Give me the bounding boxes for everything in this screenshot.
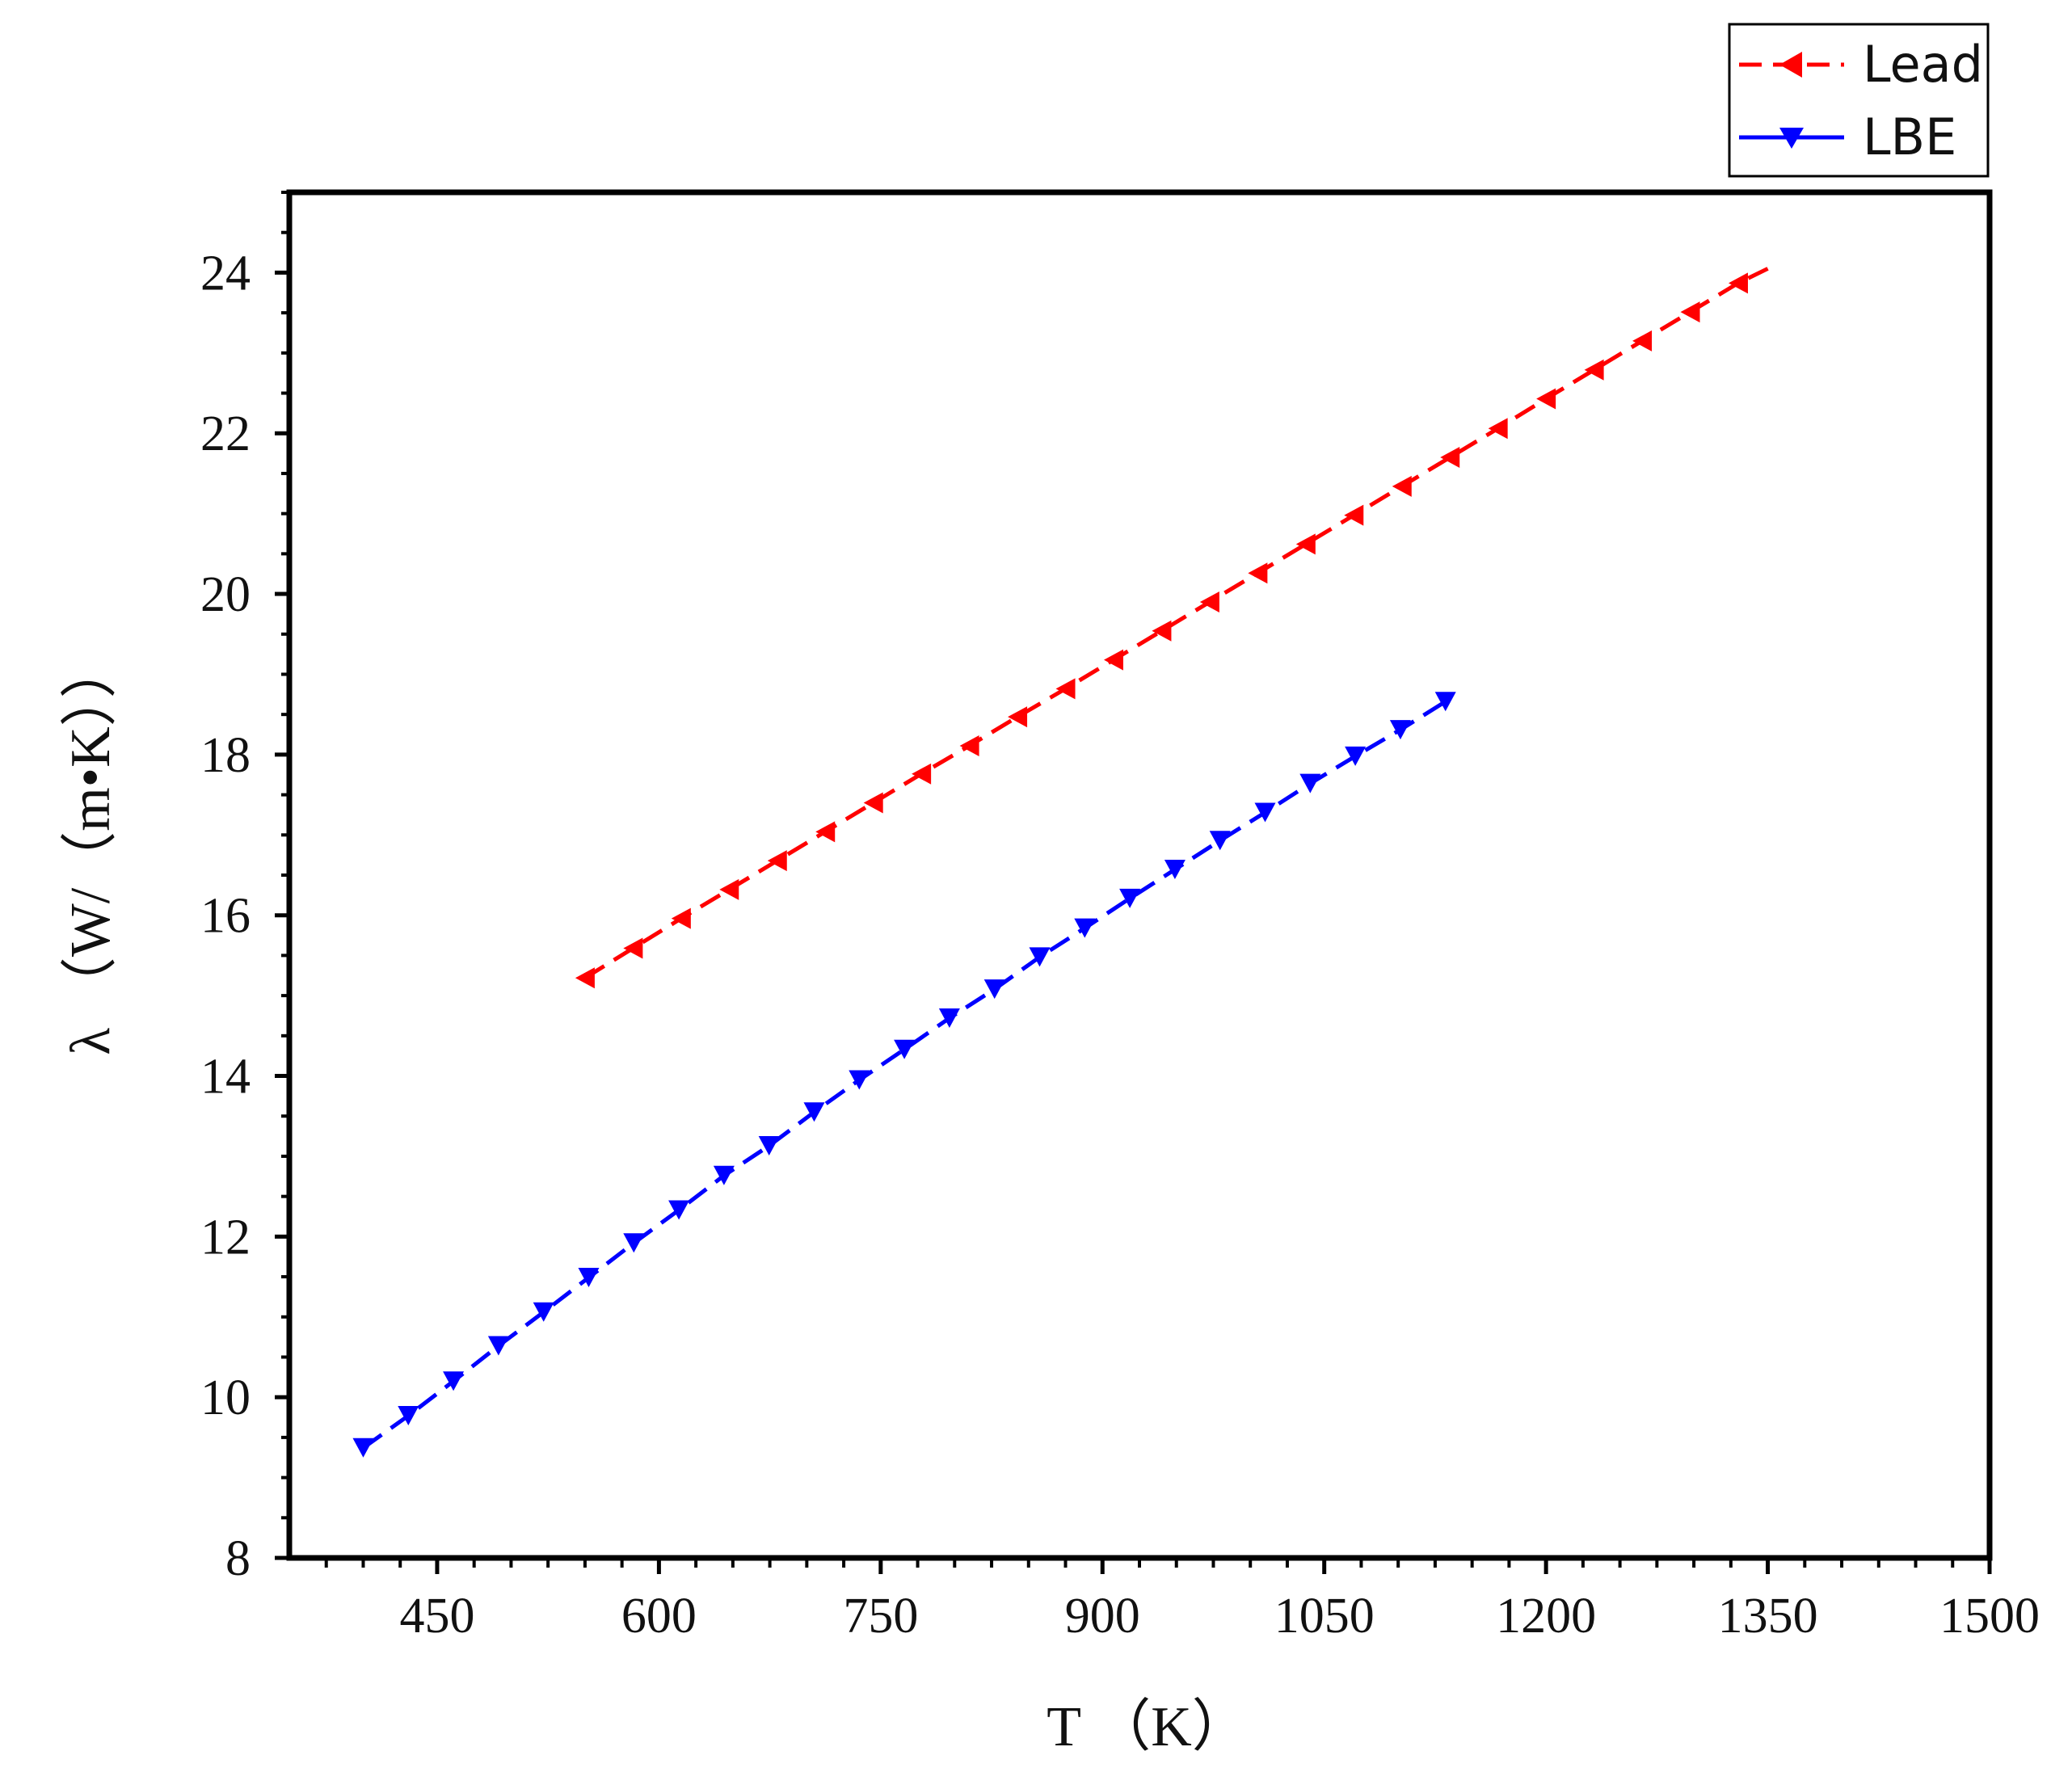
y-tick-label: 16	[200, 889, 251, 944]
data-point-lbe	[668, 1200, 690, 1220]
data-point-lead	[1392, 475, 1412, 497]
legend: Lead LBE	[1728, 23, 1990, 178]
plot-area	[286, 189, 1993, 1561]
data-point-lbe	[1164, 860, 1186, 880]
y-axis: 8 10 12 14 16 18 20 22 24	[200, 191, 289, 1586]
y-tick-label: 18	[200, 728, 251, 783]
data-point-lead	[1584, 359, 1604, 381]
x-tick-label: 1200	[1496, 1589, 1596, 1644]
plot-frame	[286, 189, 1993, 1561]
x-tick-label: 1350	[1718, 1589, 1818, 1644]
data-point-lbe	[938, 1008, 960, 1028]
data-point-lbe	[894, 1039, 916, 1059]
data-point-lead	[815, 821, 836, 843]
data-point-lbe	[1389, 720, 1411, 740]
data-point-lead	[671, 907, 691, 929]
data-point-lbe	[1299, 773, 1321, 793]
data-point-lead	[1199, 591, 1219, 612]
data-point-lbe	[1119, 888, 1141, 908]
data-point-lead	[1632, 330, 1653, 351]
data-point-lbe	[443, 1371, 465, 1391]
series-line-lbe	[362, 700, 1447, 1450]
data-point-lead	[1680, 301, 1700, 323]
series-layer	[352, 267, 1769, 1458]
data-point-lead	[575, 967, 595, 989]
data-point-lbe	[849, 1070, 870, 1090]
y-tick-label: 20	[200, 567, 251, 622]
data-point-lead	[1728, 272, 1748, 294]
data-point-lead	[1344, 504, 1364, 526]
x-tick-label: 1050	[1274, 1589, 1375, 1644]
data-point-lbe	[713, 1165, 735, 1185]
data-point-lbe	[1345, 746, 1367, 766]
data-point-lead	[863, 792, 883, 814]
data-point-lead	[1488, 418, 1508, 440]
data-point-lbe	[983, 979, 1005, 1000]
data-point-lbe	[398, 1406, 419, 1426]
y-tick-label: 14	[200, 1050, 251, 1105]
data-point-lead	[1008, 706, 1028, 728]
data-point-lbe	[578, 1268, 600, 1288]
data-point-lead	[1295, 533, 1316, 555]
data-point-lead	[1152, 620, 1172, 642]
y-tick-label: 10	[200, 1370, 251, 1425]
series-line-lead	[583, 267, 1769, 980]
legend-label-lbe: LBE	[1863, 107, 1956, 166]
legend-entry-lbe: LBE	[1739, 107, 1956, 166]
data-point-lead	[959, 735, 979, 756]
legend-marker-lead	[1779, 52, 1802, 78]
x-tick-label: 450	[399, 1589, 474, 1644]
data-point-lbe	[623, 1233, 645, 1253]
data-point-lead	[912, 763, 932, 785]
data-point-lead	[1536, 388, 1556, 410]
data-point-lead	[1248, 562, 1268, 584]
x-tick-label: 900	[1065, 1589, 1140, 1644]
legend-box	[1728, 23, 1990, 178]
y-tick-label: 22	[200, 406, 251, 461]
x-tick-label: 600	[621, 1589, 697, 1644]
data-point-lead	[1055, 678, 1076, 700]
data-point-lbe	[803, 1102, 825, 1122]
y-tick-label: 8	[225, 1531, 251, 1586]
legend-entry-lead: Lead	[1739, 35, 1983, 94]
y-tick-label: 24	[200, 246, 251, 301]
legend-marker-lbe	[1779, 128, 1804, 149]
data-point-lbe	[758, 1136, 780, 1156]
y-axis-title: λ （W/（m•K））	[60, 642, 122, 1054]
data-point-lbe	[487, 1336, 509, 1356]
data-point-lbe	[1029, 947, 1051, 967]
data-point-lead	[767, 850, 787, 872]
data-point-lbe	[533, 1302, 554, 1322]
data-point-lbe	[352, 1438, 374, 1458]
x-axis-title: T （K）	[1047, 1696, 1249, 1758]
x-axis: 450 600 750 900 1050 1200 1350 1500	[324, 1558, 2040, 1644]
x-tick-label: 1500	[1939, 1589, 2040, 1644]
data-point-lead	[1103, 649, 1123, 671]
data-point-lead	[719, 878, 739, 900]
data-point-lead	[1440, 447, 1460, 469]
legend-label-lead: Lead	[1863, 35, 1983, 94]
y-tick-label: 12	[200, 1210, 251, 1265]
data-point-lbe	[1074, 918, 1096, 938]
data-point-lead	[623, 937, 643, 959]
data-point-lbe	[1254, 802, 1276, 823]
data-point-lbe	[1209, 831, 1231, 851]
x-tick-label: 750	[843, 1589, 918, 1644]
data-point-lbe	[1434, 692, 1456, 712]
